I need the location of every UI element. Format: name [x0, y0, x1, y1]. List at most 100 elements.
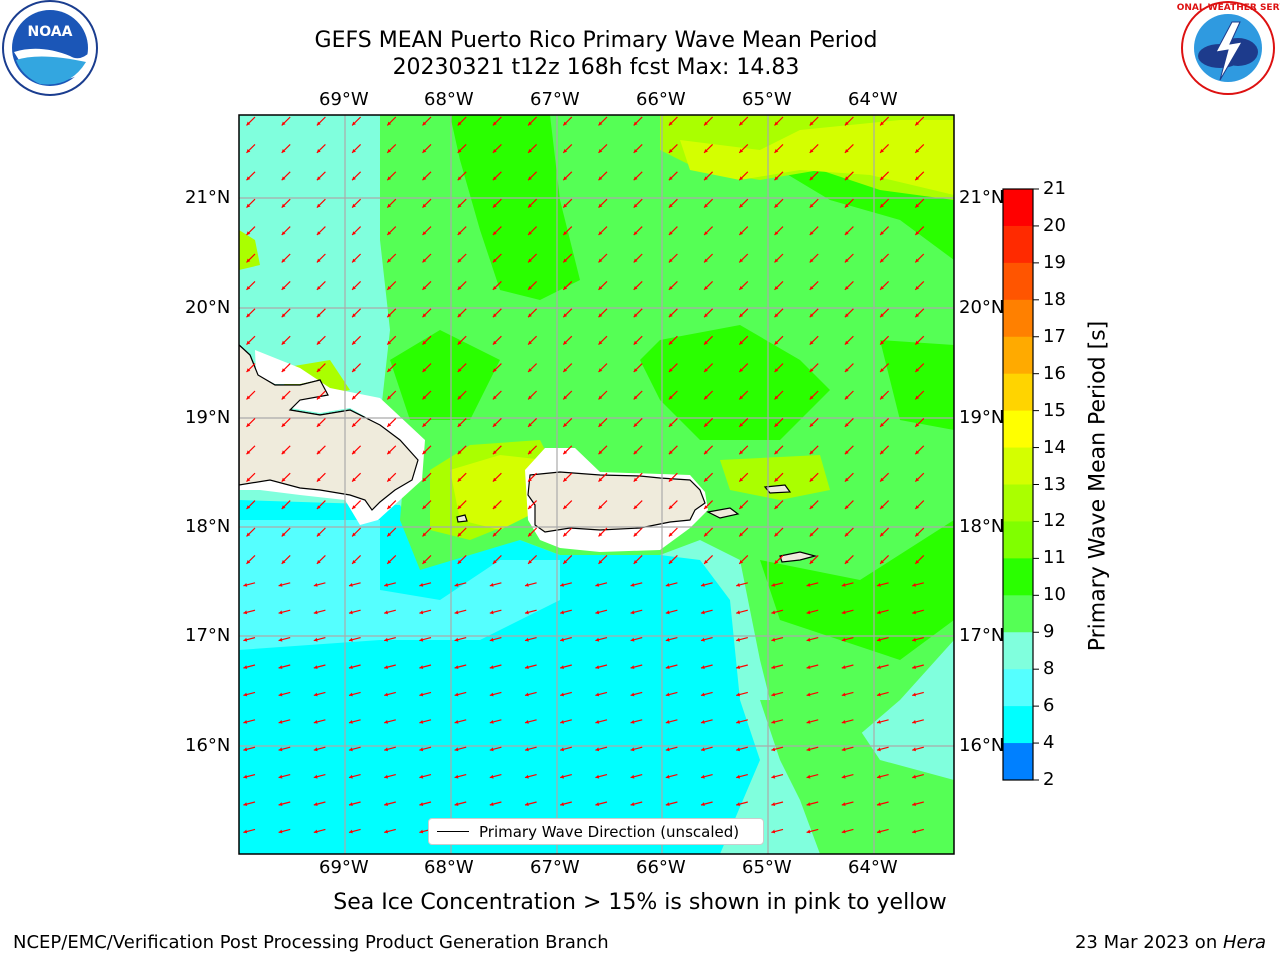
- wave-arrow-head: [489, 692, 494, 697]
- wave-arrow-head: [915, 149, 920, 153]
- wave-arrow-head: [560, 692, 564, 697]
- wave-arrow-head: [528, 231, 532, 235]
- field-13-14s-south-pr: [450, 455, 545, 530]
- wave-arrow-head: [525, 692, 529, 697]
- wave-arrow-head: [243, 829, 248, 834]
- wave-arrow-head: [316, 340, 321, 345]
- wave-arrow-head: [912, 692, 916, 697]
- colorbar-tick-label: 14: [1043, 436, 1066, 458]
- wave-arrow-head: [912, 802, 916, 806]
- wave-arrow-head: [736, 774, 740, 779]
- wave-arrow-head: [880, 231, 884, 235]
- colorbar-tick-label: 13: [1043, 473, 1066, 495]
- wave-arrow-head: [598, 532, 603, 537]
- virgin-islands: [706, 507, 740, 519]
- wave-arrow-head: [352, 368, 356, 372]
- wave-arrow-head: [454, 610, 459, 615]
- wave-arrow-head: [774, 258, 779, 263]
- wave-arrow-head: [384, 720, 388, 724]
- wave-arrow-head: [316, 560, 321, 564]
- wave-arrow-head: [281, 450, 286, 455]
- wave-arrow-head: [739, 477, 744, 482]
- wave-arrow-head: [563, 477, 568, 482]
- colorbar-segment: [1003, 299, 1033, 338]
- wave-arrow-head: [665, 802, 670, 806]
- wave-arrow-head: [422, 203, 427, 208]
- wave-arrow-head: [771, 802, 776, 806]
- wave-arrow-head: [278, 747, 283, 752]
- wave-arrow-head: [457, 203, 462, 208]
- wave-arrow-head: [704, 313, 708, 318]
- field-11-12s-southeast: [760, 520, 954, 660]
- wave-arrow-head: [313, 583, 318, 587]
- wave-arrow-head: [665, 720, 670, 724]
- wave-arrow-head: [563, 532, 568, 537]
- wave-arrow-head: [243, 610, 248, 615]
- wave-arrow-head: [880, 477, 884, 482]
- wave-arrow-head: [563, 176, 568, 181]
- wave-arrow-head: [701, 637, 705, 642]
- wave-arrow-head: [701, 665, 705, 669]
- wave-arrow-head: [774, 395, 779, 400]
- wave-arrow-head: [528, 176, 532, 181]
- wave-arrow-head: [313, 610, 318, 615]
- wave-arrow-head: [489, 802, 494, 806]
- wave-arrow-head: [281, 149, 286, 153]
- wave-arrow-head: [704, 450, 708, 455]
- wave-arrow-head: [915, 203, 920, 208]
- wave-arrow-head: [877, 637, 881, 642]
- wave-arrow-head: [528, 258, 532, 263]
- wave-arrow-head: [492, 121, 497, 126]
- wave-arrow-head: [422, 340, 427, 345]
- wave-arrow-head: [774, 477, 779, 482]
- wave-arrow-head: [528, 340, 532, 345]
- wave-arrow-head: [492, 203, 497, 208]
- wave-arrow-head: [454, 665, 459, 669]
- wave-arrow-head: [316, 313, 321, 318]
- wave-arrow-head: [316, 149, 321, 153]
- wave-arrow-head: [352, 423, 356, 427]
- wave-arrow-head: [492, 505, 497, 509]
- wave-arrow-head: [246, 505, 251, 509]
- wave-arrow-head: [243, 720, 248, 724]
- wave-arrow-head: [419, 665, 424, 669]
- wave-arrow-head: [806, 720, 811, 724]
- wave-arrow-head: [844, 532, 849, 537]
- wave-arrow-head: [246, 231, 251, 235]
- field-8-9s: [239, 520, 560, 650]
- wave-arrow-head: [563, 258, 568, 263]
- colorbar-segment: [1003, 558, 1033, 596]
- wave-arrow-head: [492, 340, 497, 345]
- wave-arrow-head: [387, 121, 392, 126]
- wave-arrow-head: [595, 665, 600, 669]
- wave-arrow-head: [281, 395, 286, 400]
- legend-label: Primary Wave Direction (unscaled): [479, 823, 740, 841]
- wave-arrow-head: [665, 665, 670, 669]
- wave-arrow-head: [880, 313, 884, 318]
- wave-arrow-head: [736, 720, 740, 724]
- wave-arrow-head: [387, 203, 392, 208]
- wave-arrow-head: [316, 286, 321, 290]
- chart-subtitle: 20230321 t12z 168h fcst Max: 14.83: [392, 55, 800, 80]
- wave-arrow-head: [281, 203, 286, 208]
- wave-arrow-head: [912, 720, 916, 724]
- wave-arrow-head: [877, 747, 881, 752]
- wave-arrow-head: [736, 583, 740, 587]
- wave-arrow-head: [701, 747, 705, 752]
- field-12-13s-virgin-islands: [720, 455, 830, 500]
- wave-arrow-head: [281, 286, 286, 290]
- wave-arrow-head: [809, 450, 814, 455]
- wave-arrow-head: [528, 560, 532, 564]
- field-12-13s-west-edge: [239, 230, 260, 270]
- wave-arrow-head: [525, 610, 529, 615]
- wave-arrow-head: [704, 340, 708, 345]
- wave-arrow-head: [384, 692, 388, 697]
- wave-arrow-head: [419, 583, 424, 587]
- noaa-logo: NOAA: [2, 0, 98, 96]
- wave-arrow-head: [563, 203, 568, 208]
- wave-arrow-head: [915, 395, 920, 400]
- wave-arrow-head: [809, 368, 814, 372]
- wave-arrow-head: [384, 583, 388, 587]
- footer-machine: Hera: [1222, 932, 1266, 953]
- wave-arrow-head: [454, 747, 459, 752]
